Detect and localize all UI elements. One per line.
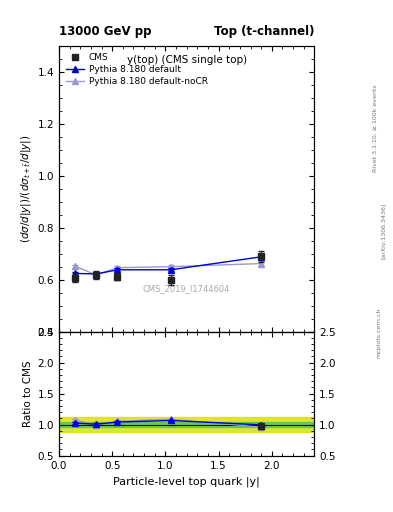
Text: mcplots.cern.ch: mcplots.cern.ch [377,308,382,358]
Legend: CMS, Pythia 8.180 default, Pythia 8.180 default-noCR: CMS, Pythia 8.180 default, Pythia 8.180 … [63,51,210,89]
Text: y(top) (CMS single top): y(top) (CMS single top) [127,55,247,65]
Text: 13000 GeV pp: 13000 GeV pp [59,26,151,38]
Text: [arXiv:1306.3436]: [arXiv:1306.3436] [381,202,386,259]
Text: Rivet 3.1.10, ≥ 100k events: Rivet 3.1.10, ≥ 100k events [373,84,378,172]
Text: Top (t-channel): Top (t-channel) [214,26,314,38]
Y-axis label: $(d\sigma/d|y|)/(d\sigma_{t+\bar{t}}/d|y|)$: $(d\sigma/d|y|)/(d\sigma_{t+\bar{t}}/d|y… [19,135,33,243]
Y-axis label: Ratio to CMS: Ratio to CMS [23,360,33,427]
X-axis label: Particle-level top quark |y|: Particle-level top quark |y| [113,476,260,486]
Text: CMS_2019_I1744604: CMS_2019_I1744604 [143,284,230,293]
